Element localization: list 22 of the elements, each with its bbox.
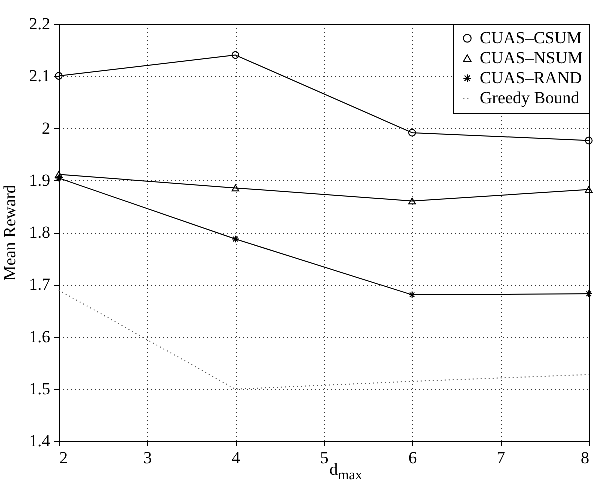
x-tick-label: 3 bbox=[144, 448, 152, 468]
legend-label: CUAS–RAND bbox=[480, 68, 582, 88]
y-tick-label: 1.5 bbox=[29, 379, 50, 398]
x-tick-label: 8 bbox=[581, 448, 590, 468]
legend-label: CUAS–NSUM bbox=[480, 48, 583, 68]
y-tick-label: 1.8 bbox=[29, 223, 50, 242]
x-tick-label: 4 bbox=[232, 448, 241, 468]
x-tick-label: 5 bbox=[320, 448, 329, 468]
legend-label: CUAS–CSUM bbox=[480, 28, 582, 48]
y-tick-label: 2.2 bbox=[29, 14, 50, 34]
y-tick-label: 1.7 bbox=[29, 275, 51, 294]
legend-label: Greedy Bound bbox=[480, 88, 580, 108]
x-tick-label: 2 bbox=[60, 448, 68, 468]
y-tick-label: 2.1 bbox=[29, 66, 50, 86]
x-tick-label: 6 bbox=[408, 448, 418, 468]
y-tick-label: 2 bbox=[42, 118, 50, 138]
y-tick-label: 1.4 bbox=[29, 432, 51, 450]
x-tick-label: 7 bbox=[496, 448, 506, 468]
y-axis-title: Mean Reward bbox=[0, 184, 20, 281]
y-tick-label: 1.9 bbox=[29, 170, 50, 190]
x-axis-title: d$_{max}$ bbox=[330, 460, 362, 484]
y-tick-label: 1.6 bbox=[29, 327, 50, 346]
